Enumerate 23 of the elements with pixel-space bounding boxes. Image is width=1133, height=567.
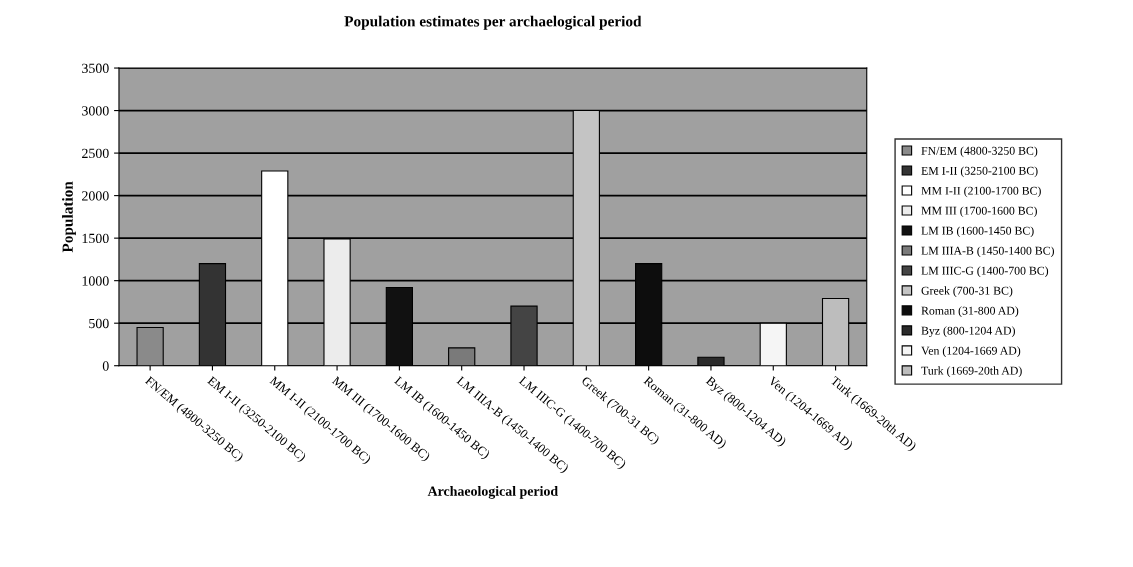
legend-label: LM IB (1600-1450 BC): [921, 226, 1034, 238]
y-tick-label: 0: [102, 361, 109, 371]
y-tick-label: 1000: [82, 276, 109, 286]
legend-label: LM IIIA-B (1450-1400 BC): [921, 246, 1054, 258]
y-tick-label: 500: [89, 318, 109, 329]
legend-label: Byz (800-1204 AD): [921, 326, 1015, 338]
legend-label: Greek (700-31 BC): [921, 286, 1013, 298]
legend-label: EM I-II (3250-2100 BC): [921, 166, 1038, 178]
legend-label: MM I-II (2100-1700 BC): [921, 186, 1041, 198]
y-tick-label: 1500: [82, 233, 109, 244]
y-tick-label: 3000: [82, 106, 109, 116]
legend-label: MM III (1700-1600 BC): [921, 206, 1037, 218]
legend-label: LM IIIC-G (1400-700 BC): [921, 266, 1049, 278]
legend-label: Turk (1669-20th AD): [921, 366, 1022, 378]
y-tick-label: 2500: [82, 148, 109, 159]
chart-title: Population estimates per archaelogical period: [344, 15, 642, 30]
legend-label: Roman (31-800 AD): [921, 306, 1019, 318]
legend-label: FN/EM (4800-3250 BC): [921, 146, 1038, 158]
x-axis-title: Archaeological period: [427, 486, 558, 499]
legend-label: Ven (1204-1669 AD): [921, 346, 1021, 358]
y-tick-label: 3500: [82, 63, 109, 73]
y-axis-title: Population: [62, 181, 76, 253]
y-tick-label: 2000: [82, 191, 109, 201]
